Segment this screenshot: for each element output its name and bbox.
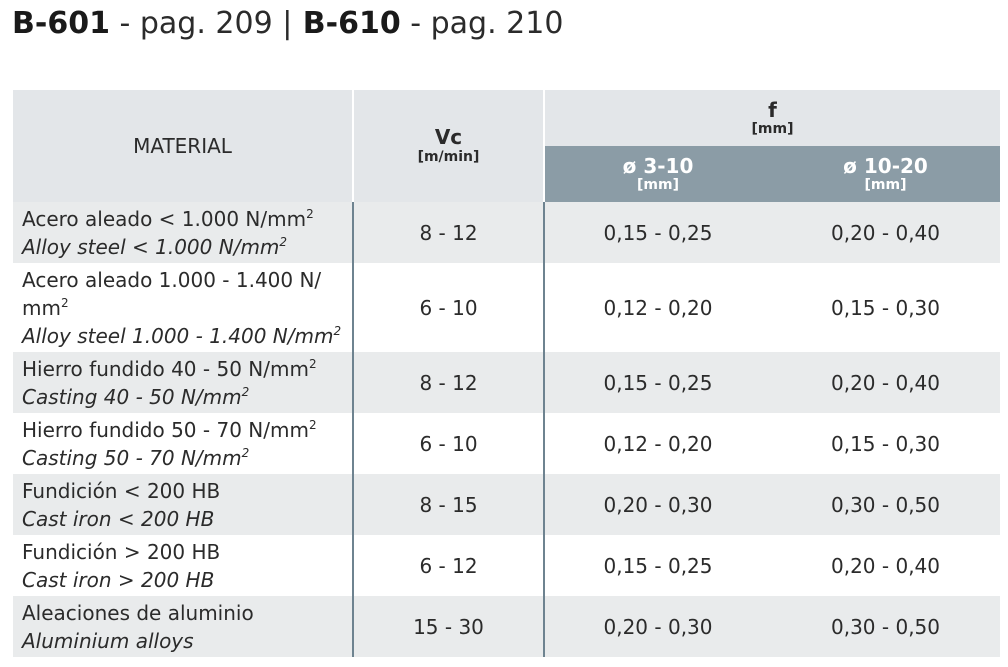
material-cell: Acero aleado < 1.000 N/mm2 Alloy steel <… <box>13 202 354 263</box>
diameter-10-20-label: ø 10-20 <box>843 154 928 178</box>
superscript: 2 <box>308 356 317 371</box>
feed-3-10-cell: 0,15 - 0,25 <box>544 352 771 413</box>
material-es: Acero aleado 1.000 - 1.400 N/ <box>22 267 322 292</box>
material-es: Fundición > 200 HB <box>22 539 221 564</box>
material-cell: Acero aleado 1.000 - 1.400 N/ mm2 Alloy … <box>13 263 354 352</box>
material-es: Hierro fundido 40 - 50 N/mm <box>22 356 309 381</box>
diameter-10-20-header: ø 10-20 [mm] <box>771 146 1001 202</box>
feed-10-20-cell: 0,20 - 0,40 <box>771 352 1001 413</box>
cutting-parameters-table: MATERIAL Vc [m/min] f [mm] ø 3-10 [mm] ø… <box>13 90 1001 657</box>
material-en: Casting 50 - 70 N/mm <box>22 445 242 470</box>
diameter-3-10-header: ø 3-10 [mm] <box>543 146 771 202</box>
vc-header: Vc [m/min] <box>353 90 545 202</box>
superscript: 2 <box>308 417 317 432</box>
table-row: Acero aleado < 1.000 N/mm2 Alloy steel <… <box>13 202 1001 263</box>
feed-10-20-cell: 0,20 - 0,40 <box>771 202 1001 263</box>
material-cell: Hierro fundido 50 - 70 N/mm2 Casting 50 … <box>13 413 354 474</box>
heading-separator: | <box>282 6 293 41</box>
feed-unit: [mm] <box>751 121 794 137</box>
vc-cell: 6 - 12 <box>353 535 545 596</box>
feed-10-20-cell: 0,15 - 0,30 <box>831 295 940 320</box>
material-cell: Fundición > 200 HB Cast iron > 200 HB <box>13 535 354 596</box>
vc-unit: [m/min] <box>417 149 480 165</box>
material-es: Aleaciones de aluminio <box>22 600 254 625</box>
feed-10-20-cell: 0,30 - 0,50 <box>771 596 1001 657</box>
vc-cell: 8 - 12 <box>353 202 545 263</box>
material-es: Hierro fundido 50 - 70 N/mm <box>22 417 309 442</box>
material-cell: Fundición < 200 HB Cast iron < 200 HB <box>13 474 354 535</box>
diameter-10-20-unit: [mm] <box>864 177 907 193</box>
material-en: Alloy steel 1.000 - 1.400 N/mm <box>22 323 334 348</box>
material-en: Cast iron < 200 HB <box>22 506 215 531</box>
feed-10-20-cell: 0,15 - 0,30 <box>831 431 940 456</box>
material-cell: Hierro fundido 40 - 50 N/mm2 Casting 40 … <box>13 352 354 413</box>
vc-cell: 15 - 30 <box>353 596 545 657</box>
header-row: MATERIAL Vc [m/min] f [mm] <box>13 90 1001 202</box>
feed-3-10-cell: 0,20 - 0,30 <box>544 474 771 535</box>
product-code-1: B-601 <box>12 6 110 41</box>
subheader-row: ø 3-10 [mm] ø 10-20 [mm] <box>13 146 1001 202</box>
feed-10-20-cell: 0,20 - 0,40 <box>831 553 940 578</box>
feed-3-10-cell: 0,12 - 0,20 <box>603 295 713 320</box>
table-row: Fundición > 200 HB Cast iron > 200 HB 6 … <box>13 535 1000 596</box>
table-row: Aleaciones de aluminio Aluminium alloys … <box>13 596 1001 657</box>
table-row: Hierro fundido 50 - 70 N/mm2 Casting 50 … <box>13 413 1000 474</box>
feed-10-20-cell: 0,30 - 0,50 <box>771 474 1001 535</box>
vc-label: Vc <box>434 125 463 149</box>
superscript: 2 <box>333 323 342 338</box>
superscript: 2 <box>60 295 69 310</box>
feed-3-10-cell: 0,20 - 0,30 <box>544 596 771 657</box>
feed-header: f [mm] <box>544 90 1001 146</box>
material-en: Casting 40 - 50 N/mm <box>22 384 242 409</box>
table-row: Hierro fundido 40 - 50 N/mm2 Casting 40 … <box>13 352 1001 413</box>
page-ref-2: - pag. 210 <box>400 6 564 41</box>
material-en: Aluminium alloys <box>22 628 194 653</box>
table-row: Fundición < 200 HB Cast iron < 200 HB 8 … <box>13 474 1001 535</box>
feed-label: f <box>768 98 777 122</box>
material-es: Fundición < 200 HB <box>22 478 221 503</box>
material-es-cont: mm <box>22 295 61 320</box>
vc-cell: 6 - 10 <box>353 413 545 474</box>
vc-cell: 8 - 15 <box>353 474 545 535</box>
material-header: MATERIAL <box>13 90 354 202</box>
table-row: Acero aleado 1.000 - 1.400 N/ mm2 Alloy … <box>13 263 1000 352</box>
material-en: Alloy steel < 1.000 N/mm <box>22 234 280 259</box>
material-cell: Aleaciones de aluminio Aluminium alloys <box>13 596 354 657</box>
page-ref-1: - pag. 209 <box>109 6 283 41</box>
product-code-2: B-610 <box>292 6 401 41</box>
superscript: 2 <box>241 384 250 399</box>
page-heading: B-601 - pag. 209 | B-610 - pag. 210 <box>12 4 563 44</box>
feed-3-10-cell: 0,15 - 0,25 <box>544 202 771 263</box>
feed-3-10-cell: 0,12 - 0,20 <box>603 431 713 456</box>
superscript: 2 <box>279 234 288 249</box>
diameter-3-10-label: ø 3-10 <box>622 154 694 178</box>
feed-3-10-cell: 0,15 - 0,25 <box>603 553 713 578</box>
material-es: Acero aleado < 1.000 N/mm <box>22 206 307 231</box>
vc-cell: 6 - 10 <box>353 263 545 352</box>
diameter-3-10-unit: [mm] <box>637 177 679 193</box>
superscript: 2 <box>306 206 314 221</box>
superscript: 2 <box>241 445 250 460</box>
vc-cell: 8 - 12 <box>353 352 545 413</box>
material-en: Cast iron > 200 HB <box>22 567 215 592</box>
